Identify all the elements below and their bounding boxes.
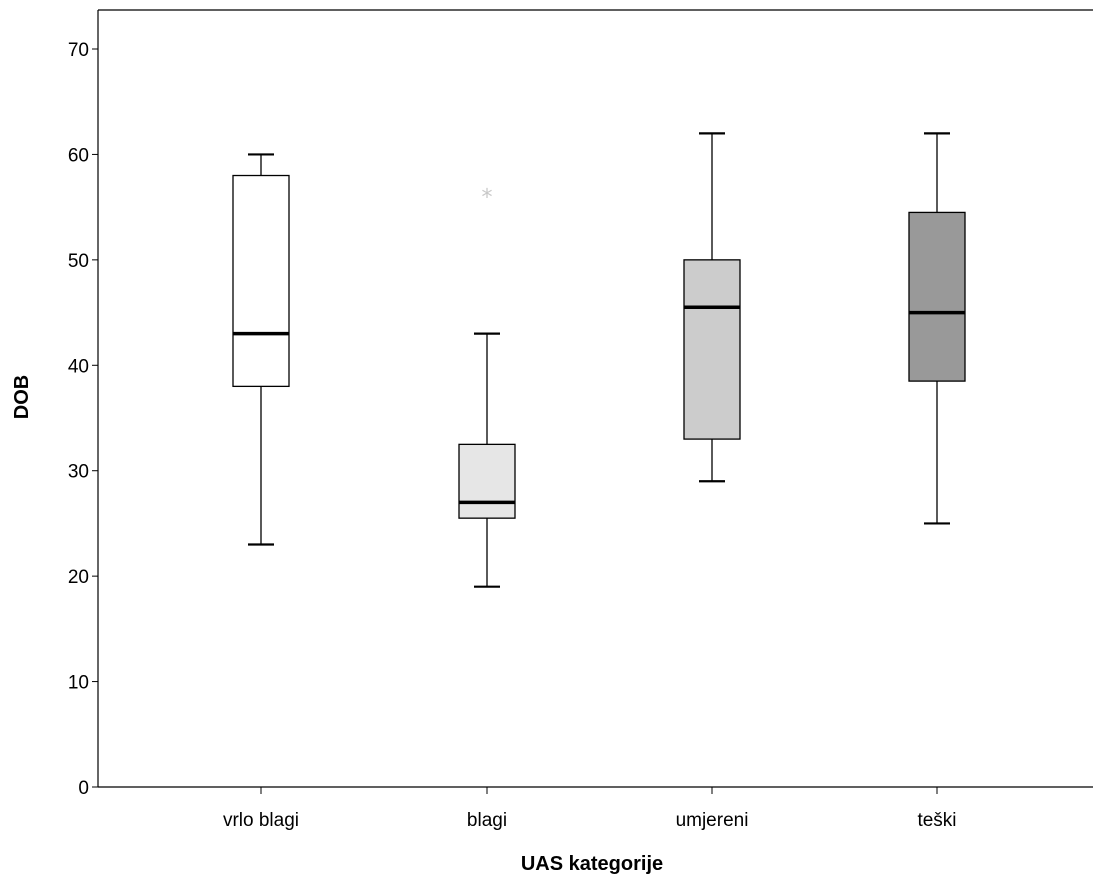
y-tick-label: 30 xyxy=(68,462,89,483)
box-group: * xyxy=(458,186,516,588)
x-axis-title: UAS kategorije xyxy=(521,853,663,875)
iqr-box xyxy=(683,259,741,440)
x-tick-label: teški xyxy=(917,810,956,831)
box-group xyxy=(683,132,741,483)
y-tick-label: 20 xyxy=(68,567,89,588)
x-tick-label: umjereni xyxy=(676,810,749,831)
x-axis: vrlo blagi blagi umjereni teški xyxy=(223,787,957,831)
box-group xyxy=(908,132,966,525)
x-tick-label: vrlo blagi xyxy=(223,810,299,831)
iqr-box xyxy=(908,211,966,382)
y-tick-label: 10 xyxy=(68,673,89,694)
y-tick-label: 0 xyxy=(78,778,89,799)
y-tick-label: 50 xyxy=(68,251,89,272)
y-tick-label: 60 xyxy=(68,145,89,166)
y-axis: 0 10 20 30 40 50 60 70 xyxy=(68,40,98,799)
x-tick-label: blagi xyxy=(467,810,507,831)
box-group xyxy=(232,153,290,546)
box-series: * xyxy=(232,132,966,588)
iqr-box xyxy=(458,443,516,519)
plot-frame xyxy=(97,9,1093,788)
outlier-star: * xyxy=(482,186,493,211)
y-tick-label: 70 xyxy=(68,40,89,61)
y-axis-title: DOB xyxy=(11,375,33,419)
y-tick-label: 40 xyxy=(68,356,89,377)
iqr-box xyxy=(232,174,290,388)
